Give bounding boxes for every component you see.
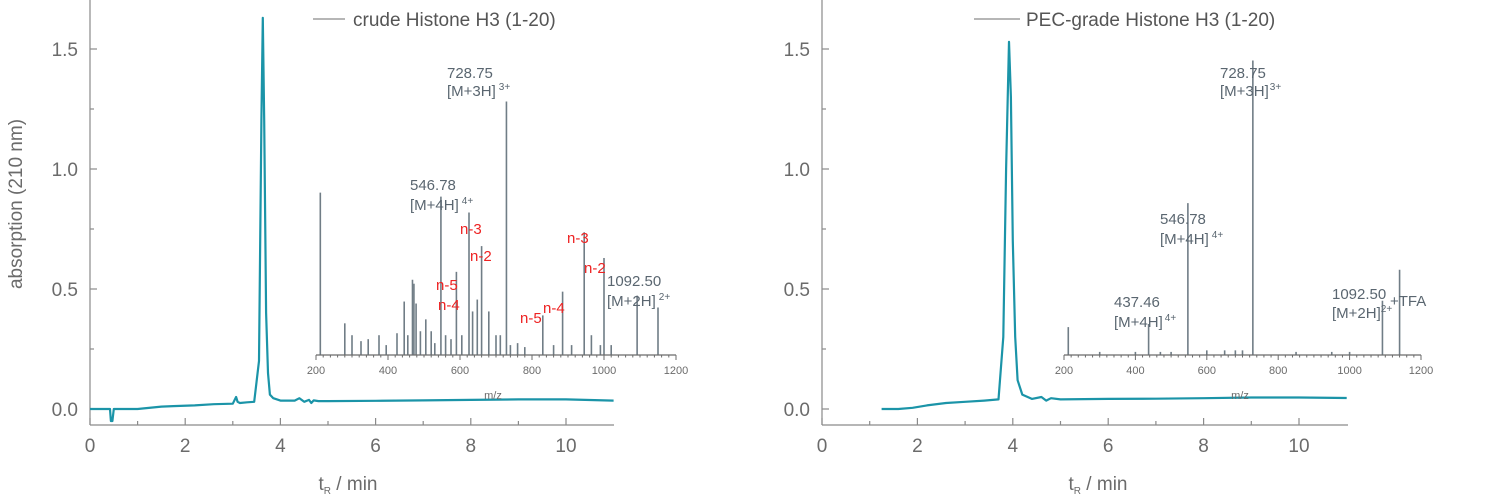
left-ms-728-ion: [M+3H] 3+: [447, 82, 510, 100]
right-x-tick-label: 10: [1288, 436, 1309, 457]
right-ms-728-ion: [M+3H]3+: [1220, 82, 1281, 100]
right-chromatogram-line: [881, 40, 1347, 411]
left-ms-tick-label: 1200: [664, 365, 688, 377]
left-y-tick-label: 0.5: [52, 280, 78, 301]
right-ms-tick-label: 1000: [1337, 365, 1361, 377]
left-x-tick-label: 0: [85, 436, 96, 457]
right-x-tick-label: 0: [817, 436, 828, 457]
left-ms-red-label-n4: n-4: [438, 297, 460, 314]
right-y-tick-label: 0.5: [784, 280, 810, 301]
left-legend-label: crude Histone H3 (1-20): [353, 10, 556, 31]
left-ms-red-label-n4b: n-4: [543, 300, 565, 317]
left-x-tick-label: 2: [180, 436, 191, 457]
right-axes: 0.0 0.5 1.0 1.5 0 2 4 6 8 10: [784, 0, 1348, 457]
right-ms-axis: 200 400 600 800 1000 1200: [1055, 354, 1433, 377]
left-ms-1092-value: 1092.50: [607, 273, 661, 290]
right-y-tick-label: 1.0: [784, 160, 810, 181]
right-y-tick-label: 0.0: [784, 400, 810, 421]
left-ms-1092-ion: [M+2H] 2+: [607, 292, 670, 310]
right-ms-437-ion: [M+4H] 4+: [1114, 313, 1176, 331]
right-ms-inset: 200 400 600 800 1000 1200 m/z 728.75 [M+3H]3+…: [1055, 60, 1433, 402]
right-ms-437-value: 437.46: [1114, 294, 1160, 311]
left-ms-546-value: 546.78: [410, 177, 456, 194]
right-ms-546-value: 546.78: [1160, 211, 1206, 228]
right-ms-tick-label: 600: [1198, 365, 1216, 377]
right-ms-tick-label: 800: [1269, 365, 1287, 377]
left-ms-tick-label: 200: [307, 365, 325, 377]
right-ms-tfa-label: +TFA: [1390, 293, 1426, 310]
left-x-tick-label: 8: [466, 436, 477, 457]
left-x-tick-label: 10: [555, 436, 576, 457]
left-ms-546-ion: [M+4H] 4+: [410, 196, 473, 214]
right-ms-1092-ion: [M+2H]2+: [1332, 304, 1392, 322]
left-x-tick-label: 6: [370, 436, 381, 457]
right-x-tick-label: 8: [1198, 436, 1209, 457]
left-ms-inset: 200 400 600 800 1000 1200 m/z 728.75 [M+3H] 3+…: [307, 65, 688, 402]
left-ms-tick-label: 600: [451, 365, 469, 377]
right-x-tick-label: 4: [1008, 436, 1019, 457]
right-ms-peaks: [1067, 60, 1401, 355]
right-legend-label: PEC-grade Histone H3 (1-20): [1026, 10, 1275, 31]
right-x-axis-title: tR / min: [1069, 474, 1128, 497]
left-y-tick-label: 1.5: [52, 40, 78, 61]
left-y-tick-label: 0.0: [52, 400, 78, 421]
left-ms-peaks: [319, 101, 659, 355]
right-ms-tick-label: 1200: [1409, 365, 1433, 377]
right-y-tick-label: 1.5: [784, 40, 810, 61]
right-ms-tick-label: 400: [1126, 365, 1144, 377]
right-x-tick-label: 6: [1103, 436, 1114, 457]
left-ms-728-value: 728.75: [447, 65, 493, 82]
left-ms-red-label-n2b: n-2: [584, 260, 606, 277]
right-ms-728-value: 728.75: [1220, 65, 1266, 82]
left-ms-tick-label: 400: [379, 365, 397, 377]
left-y-tick-label: 1.0: [52, 160, 78, 181]
left-ms-red-label-n3b: n-3: [567, 230, 589, 247]
right-x-tick-label: 2: [912, 436, 923, 457]
left-ms-red-label-n3: n-3: [460, 221, 482, 238]
left-x-tick-label: 4: [275, 436, 286, 457]
left-axes: 0.0 0.5 1.0 1.5 0 2 4 6 8 10: [52, 0, 614, 457]
chart-left: 0.0 0.5 1.0 1.5 0 2 4 6 8 10 crude Histone H3 (1-…: [52, 0, 688, 497]
left-ms-red-label-n5: n-5: [436, 277, 458, 294]
left-ms-tick-label: 1000: [592, 365, 616, 377]
left-x-axis-title: tR / min: [319, 474, 378, 497]
right-ms-1092-value: 1092.50: [1332, 286, 1386, 303]
left-ms-tick-label: 800: [523, 365, 541, 377]
y-axis-title: absorption (210 nm): [6, 119, 27, 289]
chart-right: 0.0 0.5 1.0 1.5 0 2 4 6 8 10 PEC-grade Histone H3…: [784, 0, 1433, 497]
left-chromatogram-line: [90, 16, 614, 423]
left-ms-axis: 200 400 600 800 1000 1200: [307, 354, 688, 377]
right-ms-xlabel: m/z: [1231, 390, 1249, 402]
left-ms-red-label-n2: n-2: [470, 248, 492, 265]
right-ms-546-ion: [M+4H] 4+: [1160, 230, 1223, 248]
left-ms-xlabel: m/z: [484, 390, 502, 402]
right-ms-tick-label: 200: [1055, 365, 1073, 377]
left-ms-red-label-n5b: n-5: [520, 310, 542, 327]
